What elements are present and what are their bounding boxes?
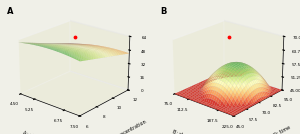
Y-axis label: D: time: D: time — [273, 125, 292, 134]
Y-axis label: C: concentration: C: concentration — [110, 119, 148, 134]
Text: A: A — [7, 7, 13, 16]
X-axis label: B: starch: B: starch — [172, 129, 194, 134]
Text: B: B — [161, 7, 167, 16]
X-axis label: A: pH: A: pH — [22, 131, 36, 134]
